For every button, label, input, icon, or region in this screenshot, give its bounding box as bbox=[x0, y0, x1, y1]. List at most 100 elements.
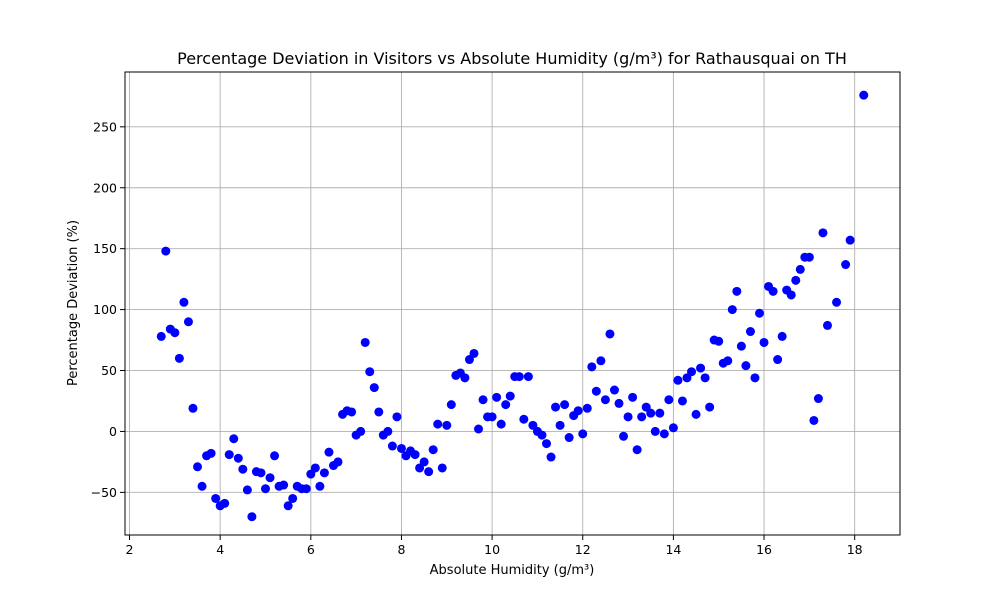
data-point bbox=[859, 90, 869, 100]
y-tick-label: 0 bbox=[109, 424, 117, 439]
data-point bbox=[609, 385, 619, 395]
data-point bbox=[537, 430, 547, 440]
x-tick-label: 10 bbox=[484, 542, 500, 557]
data-point bbox=[392, 412, 402, 422]
data-point bbox=[347, 407, 357, 417]
data-point bbox=[224, 450, 234, 460]
x-tick-label: 14 bbox=[665, 542, 681, 557]
data-point bbox=[614, 398, 624, 408]
data-point bbox=[637, 412, 647, 422]
data-point bbox=[383, 426, 393, 436]
data-point bbox=[279, 480, 289, 490]
x-axis-label: Absolute Humidity (g/m³) bbox=[430, 563, 595, 578]
data-point bbox=[564, 433, 574, 443]
data-point bbox=[365, 367, 375, 377]
data-point bbox=[664, 395, 674, 405]
data-point bbox=[288, 493, 298, 503]
data-point bbox=[514, 372, 524, 382]
data-point bbox=[360, 337, 370, 347]
data-point bbox=[424, 467, 434, 477]
chart-title: Percentage Deviation in Visitors vs Abso… bbox=[177, 49, 847, 68]
x-tick-label: 18 bbox=[847, 542, 863, 557]
data-point bbox=[319, 468, 329, 478]
data-point bbox=[174, 353, 184, 363]
data-point bbox=[723, 356, 733, 366]
data-point bbox=[410, 450, 420, 460]
data-point bbox=[523, 372, 533, 382]
data-point bbox=[492, 392, 502, 402]
data-point bbox=[183, 317, 193, 327]
data-point bbox=[188, 403, 198, 413]
y-tick-label: −50 bbox=[91, 485, 117, 500]
data-point bbox=[487, 412, 497, 422]
data-point bbox=[256, 468, 266, 478]
x-tick-label: 2 bbox=[126, 542, 134, 557]
data-point bbox=[591, 386, 601, 396]
data-point bbox=[832, 297, 842, 307]
data-point bbox=[628, 392, 638, 402]
data-point bbox=[809, 415, 819, 425]
data-point bbox=[260, 484, 270, 494]
data-point bbox=[555, 420, 565, 430]
data-point bbox=[270, 451, 280, 461]
data-point bbox=[705, 402, 715, 412]
x-tick-label: 4 bbox=[216, 542, 224, 557]
data-point bbox=[841, 260, 851, 270]
data-point bbox=[596, 356, 606, 366]
data-point bbox=[474, 424, 484, 434]
data-point bbox=[551, 402, 561, 412]
data-point bbox=[768, 286, 778, 296]
data-point bbox=[804, 252, 814, 262]
data-point bbox=[387, 441, 397, 451]
data-point bbox=[460, 373, 470, 383]
data-point bbox=[818, 228, 828, 238]
data-point bbox=[582, 403, 592, 413]
data-point bbox=[242, 485, 252, 495]
data-point bbox=[179, 297, 189, 307]
data-point bbox=[845, 235, 855, 245]
y-axis-label: Percentage Deviation (%) bbox=[66, 220, 81, 386]
data-point bbox=[156, 331, 166, 341]
y-tick-label: 100 bbox=[93, 302, 117, 317]
data-point bbox=[310, 463, 320, 473]
data-point bbox=[442, 420, 452, 430]
data-point bbox=[478, 395, 488, 405]
grid bbox=[125, 72, 900, 535]
data-point bbox=[560, 400, 570, 410]
data-point bbox=[161, 246, 171, 256]
data-point bbox=[301, 484, 311, 494]
data-point bbox=[777, 331, 787, 341]
data-point bbox=[446, 400, 456, 410]
data-point bbox=[233, 453, 243, 463]
plot-frame bbox=[124, 71, 901, 536]
y-tick-label: 50 bbox=[101, 363, 117, 378]
data-point bbox=[822, 320, 832, 330]
data-point bbox=[655, 408, 665, 418]
data-point bbox=[623, 412, 633, 422]
data-point bbox=[197, 481, 207, 491]
data-point bbox=[283, 501, 293, 511]
data-point bbox=[727, 305, 737, 315]
y-tick-label: 250 bbox=[93, 119, 117, 134]
data-point bbox=[315, 481, 325, 491]
data-point bbox=[677, 396, 687, 406]
data-point bbox=[605, 329, 615, 339]
data-point bbox=[646, 408, 656, 418]
data-point bbox=[578, 429, 588, 439]
data-point bbox=[732, 286, 742, 296]
data-point bbox=[668, 423, 678, 433]
data-point bbox=[632, 445, 642, 455]
data-point bbox=[433, 419, 443, 429]
data-point bbox=[505, 391, 515, 401]
data-point bbox=[238, 464, 248, 474]
y-tick-label: 150 bbox=[93, 241, 117, 256]
data-point bbox=[211, 493, 221, 503]
data-point bbox=[755, 308, 765, 318]
data-point bbox=[356, 426, 366, 436]
data-point bbox=[714, 336, 724, 346]
x-tick-label: 8 bbox=[397, 542, 405, 557]
data-point bbox=[247, 512, 257, 522]
data-point bbox=[619, 431, 629, 441]
data-point bbox=[687, 367, 697, 377]
